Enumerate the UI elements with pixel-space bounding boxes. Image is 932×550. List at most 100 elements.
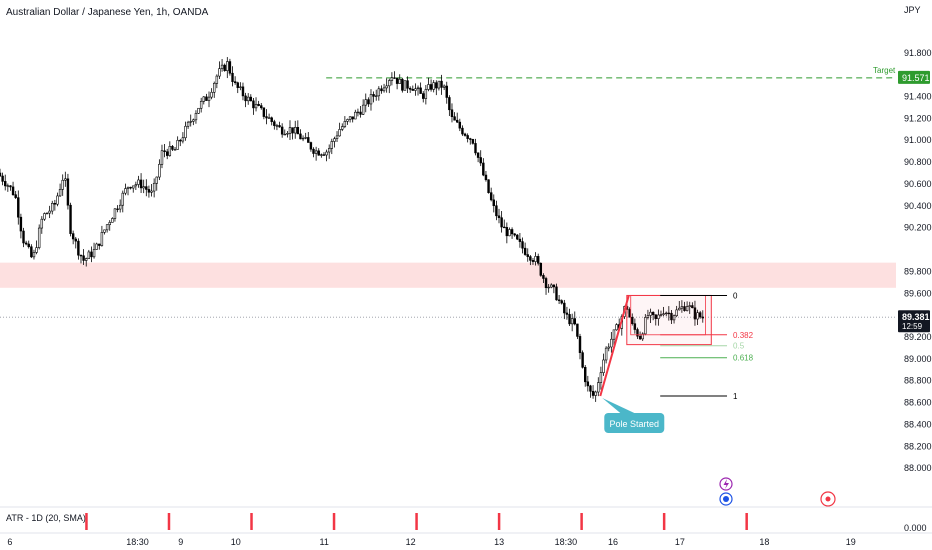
resistance-zone[interactable] (0, 262, 896, 288)
x-tick-label: 9 (178, 537, 183, 547)
candle-body (510, 229, 514, 235)
candle-body (432, 82, 435, 90)
candle-body (555, 286, 558, 301)
candle-body (594, 391, 597, 396)
candle-body (633, 323, 637, 330)
y-tick-label: 91.800 (904, 48, 932, 58)
candle-body (24, 242, 28, 245)
candle-body (163, 150, 166, 153)
candle-body (688, 305, 691, 307)
candle-body (375, 95, 378, 97)
candle-body (505, 227, 509, 237)
candle-body (388, 80, 391, 87)
candle-body (557, 299, 561, 301)
pole-line[interactable] (599, 295, 630, 397)
x-tick-label: 12 (406, 537, 416, 547)
candle-body (228, 61, 232, 74)
candle-body (325, 151, 328, 156)
x-tick-label: 18:30 (555, 537, 578, 547)
candle-body (317, 150, 320, 156)
pole-started-callout[interactable] (604, 413, 665, 433)
candle-body (435, 82, 438, 89)
candle-body (341, 126, 344, 130)
candle-body (474, 143, 477, 154)
candle-body (320, 154, 323, 156)
candle-body (118, 204, 122, 210)
candle-body (581, 352, 584, 368)
candle-body (14, 194, 17, 198)
candle-body (150, 190, 153, 193)
candle-body (482, 162, 485, 176)
candle-body (197, 107, 200, 114)
y-tick-label: 88.400 (904, 419, 932, 429)
candle-body (37, 227, 41, 248)
candle-body (526, 254, 529, 257)
candle-body (132, 185, 135, 189)
candle-body (422, 93, 425, 99)
candle-body (521, 241, 524, 249)
candle-body (22, 230, 25, 244)
candle-body (584, 367, 587, 383)
candle-body (568, 314, 571, 325)
candle-body (685, 306, 689, 311)
drawing-overlay-layer: 0 0.382 0.5 0.618 1 Pole Started (599, 291, 836, 507)
candle-body (207, 96, 211, 101)
candle-body (173, 149, 177, 151)
candle-body (659, 314, 663, 316)
candle-body (158, 163, 161, 178)
y-tick-label: 89.200 (904, 332, 932, 342)
candle-body (390, 77, 394, 81)
candle-body (252, 100, 255, 109)
candle-body (288, 127, 292, 134)
candle-body (401, 78, 404, 91)
candle-body (604, 347, 608, 361)
candle-body (698, 312, 702, 318)
candle-body (314, 150, 318, 154)
candle-body (411, 89, 415, 91)
candle-body (597, 382, 600, 393)
candle-body (87, 251, 91, 259)
candle-body (414, 88, 417, 91)
y-tick-label: 90.400 (904, 201, 932, 211)
candle-body (116, 208, 119, 210)
x-tick-label: 6 (7, 537, 12, 547)
flag-box[interactable] (626, 294, 712, 346)
candle-body (58, 189, 62, 197)
candle-body (560, 300, 563, 304)
candle-body (299, 133, 302, 140)
candle-body (17, 197, 20, 218)
candle-body (145, 186, 148, 190)
candle-body (147, 189, 151, 193)
candle-body (513, 233, 516, 236)
candle-body (213, 83, 216, 93)
pole-started-label: Pole Started (610, 419, 660, 429)
candle-body (223, 64, 226, 71)
candle-body (369, 94, 373, 105)
x-tick-label: 10 (231, 537, 241, 547)
candle-body (249, 96, 253, 102)
candle-body (573, 318, 576, 325)
candle-body (424, 89, 428, 99)
candle-body (165, 151, 169, 156)
candle-body (113, 208, 117, 219)
candle-body (95, 243, 98, 250)
candle-body (701, 316, 705, 319)
candle-body (0, 172, 2, 177)
candle-body (492, 199, 495, 207)
y-tick-label: 91.200 (904, 113, 932, 123)
candle-body (427, 84, 430, 90)
candle-body (534, 256, 537, 262)
candle-body (691, 305, 694, 309)
target-label: Target (873, 66, 896, 75)
candle-body (398, 78, 401, 84)
x-tick-label: 11 (320, 537, 329, 547)
candle-body (199, 101, 203, 109)
candle-body (393, 77, 396, 79)
candle-body (416, 87, 420, 90)
resistance-zone-layer (0, 262, 896, 288)
candle-body (351, 116, 354, 120)
candle-body (361, 104, 365, 115)
candle-body (192, 119, 195, 122)
